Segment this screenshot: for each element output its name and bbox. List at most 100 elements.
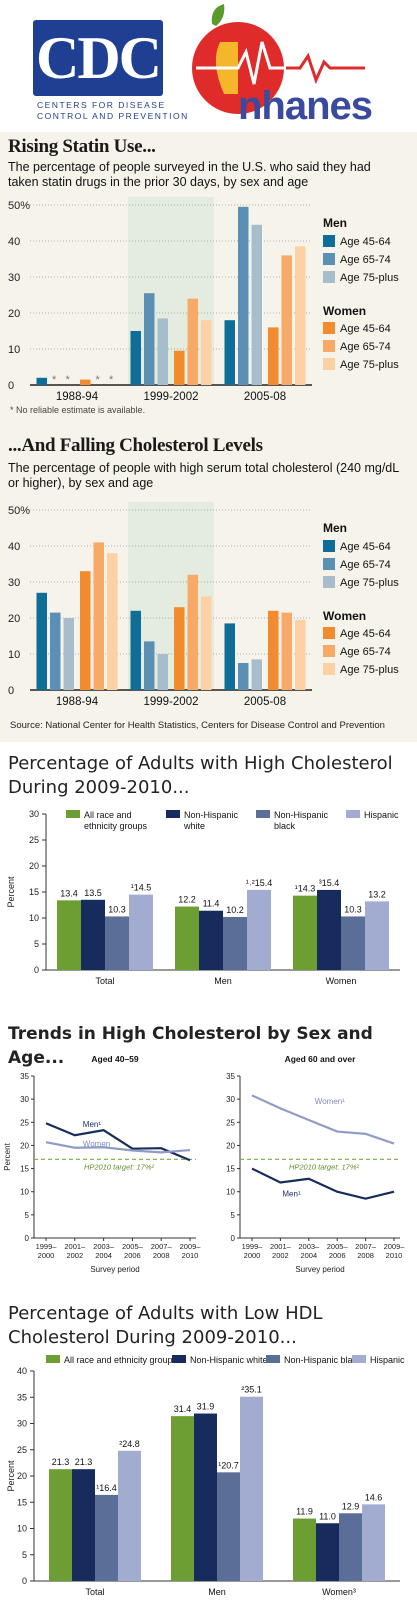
legend-label: ethnicity groups <box>84 821 148 831</box>
series-line <box>251 1094 395 1145</box>
bar <box>50 612 61 690</box>
panel-title: Aged 40–59 <box>91 1054 139 1064</box>
y-tick-label: 10 <box>226 1188 235 1197</box>
cdc-tagline-2: Control and Prevention <box>37 111 189 121</box>
bar <box>130 331 141 385</box>
legend-swatch <box>323 645 335 657</box>
bar <box>295 619 306 690</box>
x-tick-label: 2006 <box>329 1251 346 1260</box>
bar <box>268 327 279 385</box>
series-line <box>251 1167 395 1200</box>
y-tick-label: 20 <box>17 1471 27 1481</box>
legend-swatch <box>66 810 80 818</box>
bar-value-label: 21.3 <box>75 1457 93 1467</box>
bar-value-label: ²24.8 <box>119 1439 140 1449</box>
y-tick-label: 20 <box>8 308 20 320</box>
legend-label: Age 45-64 <box>340 236 391 248</box>
y-tick-label: 5 <box>22 1550 27 1560</box>
legend-swatch <box>323 253 335 265</box>
x-tick-label: 2010 <box>386 1251 403 1260</box>
highlight-band <box>128 197 214 385</box>
x-tick-label: 2005– <box>122 1242 144 1251</box>
bar <box>238 663 249 690</box>
bar-value-label: 12.9 <box>342 1501 360 1511</box>
y-tick-label: 25 <box>29 835 39 845</box>
bar <box>339 1513 362 1581</box>
x-tick-label: 1999-2002 <box>144 391 199 403</box>
y-tick-label: 10 <box>8 344 20 356</box>
trends-title: Trends in High Cholesterol by Sex and Ag… <box>8 1024 373 1068</box>
bar <box>293 1518 316 1581</box>
y-tick-label: 35 <box>226 1072 235 1081</box>
bar <box>341 916 365 970</box>
y-tick-label: 30 <box>8 272 20 284</box>
legend-label: Age 75-plus <box>340 664 399 676</box>
bar <box>105 916 129 970</box>
y-tick-label: 40 <box>17 1366 27 1376</box>
bar <box>217 1472 240 1581</box>
bar <box>187 298 198 385</box>
bar <box>238 206 249 385</box>
high-chol-chart: 0 5 10 15 20 25 30 Percent 13.4 13.5 10.3 ¹14.5 Tota… <box>6 810 400 986</box>
bar <box>144 293 155 385</box>
bar-value-label: 10.3 <box>108 904 126 914</box>
bar <box>36 592 47 690</box>
series-line <box>45 1122 191 1162</box>
legend-label: Non-Hispanic white <box>190 1355 268 1365</box>
x-tick-label: 2009– <box>384 1242 406 1251</box>
x-tick-label: Total <box>95 976 114 986</box>
x-tick-label: 2005-08 <box>244 391 286 403</box>
bar <box>365 901 389 970</box>
x-tick-label: 2001– <box>64 1242 86 1251</box>
bar-value-label: 31.4 <box>174 1404 192 1414</box>
legend-heading-men: Men <box>323 216 347 230</box>
bar <box>251 659 262 690</box>
x-tick-label: 2003– <box>298 1242 320 1251</box>
bar <box>295 246 306 385</box>
x-tick-label: 2005– <box>327 1242 349 1251</box>
bar <box>107 553 118 690</box>
bar <box>36 377 47 385</box>
bar <box>240 1396 263 1581</box>
legend-swatch <box>172 1355 186 1363</box>
legend-heading-men: Men <box>323 521 347 535</box>
bar <box>187 574 198 690</box>
cholesterol-source: Source: National Center for Health Stati… <box>10 720 385 731</box>
bar <box>316 1523 339 1581</box>
bar-value-label: 31.9 <box>197 1402 215 1412</box>
y-tick-label: 30 <box>17 1419 27 1429</box>
bar-value-label: 12.2 <box>178 895 196 905</box>
bar <box>201 320 212 385</box>
bar <box>194 1413 217 1581</box>
bar <box>57 900 81 970</box>
bar <box>281 255 292 385</box>
y-tick-label: 25 <box>20 1118 29 1127</box>
legend-label: black <box>274 821 296 831</box>
bar <box>157 654 168 690</box>
bar <box>293 895 317 970</box>
y-tick-label: 0 <box>8 380 14 392</box>
cholesterol-title: ...And Falling Cholesterol Levels <box>8 435 263 456</box>
legend-label: Age 45-64 <box>340 323 391 335</box>
bar-value-label: 11.0 <box>319 1511 336 1521</box>
bar <box>157 318 168 385</box>
bar-value-label: ¹˒²15.4 <box>246 878 273 888</box>
legend-swatch <box>323 540 335 552</box>
cholesterol-chart: 0 10 20 30 40 50% 1988-94 1999-2002 2005-08 Men Ag… <box>8 502 399 708</box>
statin-footnote: * No reliable estimate is available. <box>10 405 146 415</box>
legend-swatch <box>256 810 270 818</box>
legend-label: Age 65-74 <box>340 646 391 658</box>
bar <box>174 350 185 385</box>
y-tick-label: 0 <box>25 1234 30 1243</box>
x-tick-label: 2001– <box>270 1242 292 1251</box>
x-tick-label: 2009– <box>180 1242 202 1251</box>
low-hdl-title: Percentage of Adults with Low HDL Choles… <box>8 1303 323 1348</box>
x-tick-label: 1999-2002 <box>144 696 199 708</box>
bar-value-label: 13.2 <box>368 889 386 899</box>
bar-value-label: 11.9 <box>296 1507 313 1517</box>
bar <box>201 596 212 690</box>
legend-swatch <box>323 358 335 370</box>
y-tick-label: 0 <box>34 965 39 975</box>
bar <box>251 224 262 385</box>
y-tick-label: 30 <box>8 577 20 589</box>
